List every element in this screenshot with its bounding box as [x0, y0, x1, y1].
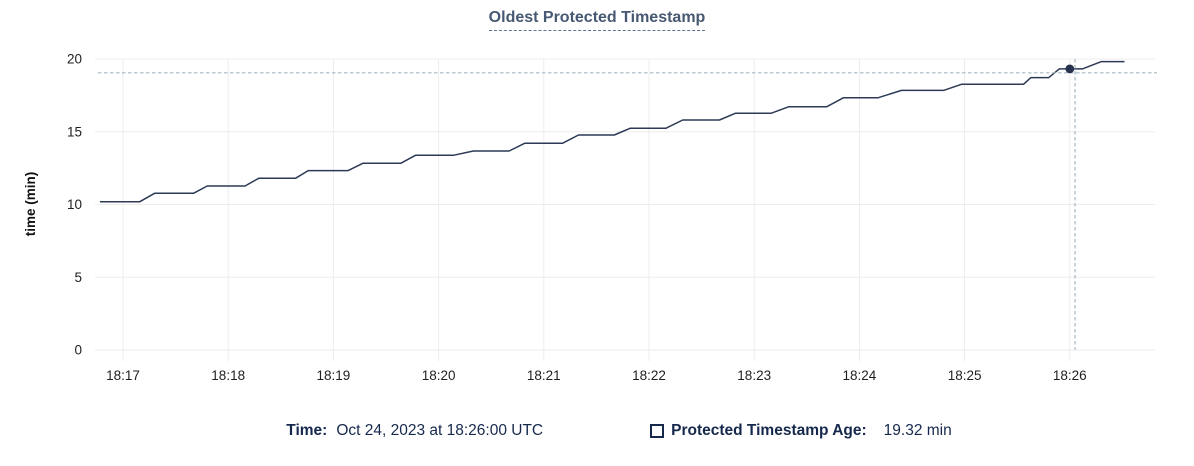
x-tick-label: 18:17: [106, 368, 140, 383]
x-tick-label: 18:18: [211, 368, 245, 383]
x-tick-label: 18:24: [843, 368, 877, 383]
x-tick-label: 18:21: [527, 368, 561, 383]
line-chart: 0 5 10 15 20 18:17 18:18 18:19 18:20 18:21 18:22 18…: [23, 52, 1157, 383]
legend-time-label: Time:: [286, 422, 328, 439]
legend-series-value: 19.32 min: [883, 422, 952, 439]
chart-legend: Time: Oct 24, 2023 at 18:26:00 UTC Prote…: [22, 421, 1194, 441]
x-tick-label: 18:25: [948, 368, 982, 383]
x-tick-label: 18:22: [632, 368, 666, 383]
x-tick-label: 18:26: [1053, 368, 1087, 383]
x-tick-label: 18:19: [317, 368, 351, 383]
y-tick-label: 15: [67, 124, 82, 139]
y-axis-title: time (min): [23, 172, 38, 237]
legend-time-value: Oct 24, 2023 at 18:26:00 UTC: [336, 422, 544, 439]
y-tick-label: 10: [67, 197, 82, 212]
x-tick-label: 18:23: [737, 368, 771, 383]
series-line: [99, 60, 1125, 203]
legend-series-label: Protected Timestamp Age:: [671, 422, 867, 439]
y-tick-label: 20: [67, 52, 82, 67]
chart-title: Oldest Protected Timestamp: [0, 9, 1194, 31]
chart-title-link[interactable]: Oldest Protected Timestamp: [488, 9, 706, 31]
hover-point: [1065, 64, 1075, 74]
x-tick-label: 18:20: [422, 368, 456, 383]
series-toggle-checkbox[interactable]: [650, 424, 665, 438]
y-tick-label: 0: [74, 343, 82, 358]
plot-hover-area[interactable]: [95, 59, 1155, 350]
y-tick-label: 5: [74, 270, 82, 285]
